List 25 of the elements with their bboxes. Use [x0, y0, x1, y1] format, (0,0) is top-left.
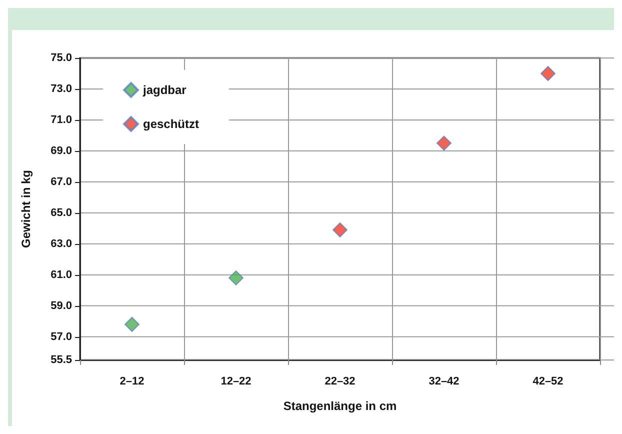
y-tick-label: 59.0	[50, 300, 72, 312]
x-tick-label: 42–52	[532, 376, 564, 388]
point	[228, 270, 244, 286]
point	[436, 136, 452, 151]
y-tick-label: 55.5	[50, 354, 72, 366]
x-tick-label: 32–42	[428, 376, 460, 388]
y-tick-label: 75.0	[50, 52, 72, 64]
x-axis-title: Stangenlänge in cm	[283, 399, 397, 413]
y-tick-label: 69.0	[50, 144, 72, 157]
legend-label: geschützt	[143, 117, 200, 131]
x-tick-label: 12–22	[220, 376, 252, 388]
point	[540, 66, 556, 81]
y-tick-label: 57.0	[50, 330, 72, 343]
y-tick-label: 71.0	[50, 114, 72, 126]
legend-label: jagdbar	[142, 83, 187, 97]
y-axis-title: Gewicht in kg	[19, 170, 33, 248]
x-tick-label: 22–32	[324, 376, 356, 388]
y-tick-label: 65.0	[50, 206, 72, 219]
y-tick-label: 73.0	[50, 82, 72, 95]
point	[124, 316, 140, 332]
y-tick-label: 61.0	[50, 268, 72, 281]
y-tick-label: 67.0	[50, 176, 72, 188]
point	[332, 222, 348, 238]
y-tick-label: 63.0	[50, 238, 72, 250]
x-tick-label: 2–12	[120, 376, 144, 388]
